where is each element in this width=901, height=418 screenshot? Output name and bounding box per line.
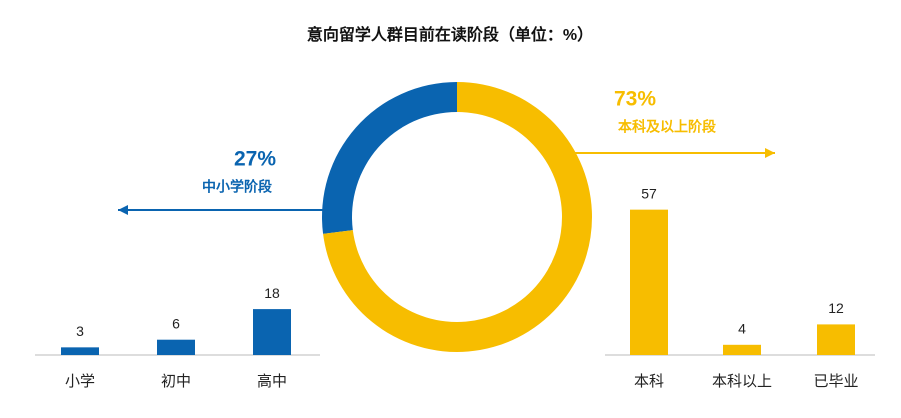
bar [253,309,291,355]
x-tick-label: 已毕业 [813,373,858,390]
value-label: 27% [234,148,276,171]
bar [723,344,761,355]
x-tick-label: 初中 [161,373,191,390]
data-label: 4 [738,321,746,337]
data-label: 12 [828,300,844,316]
bar [157,339,195,355]
bar [630,209,668,355]
data-label: 18 [264,285,280,301]
chart-title: 意向留学人群目前在读阶段（单位：%） [307,25,593,44]
x-tick-label: 小学 [65,373,95,390]
x-tick-label: 高中 [257,373,287,390]
data-label: 6 [172,315,180,331]
bar [61,347,99,355]
x-tick-label: 本科 [634,373,664,390]
category-label: 本科及以上阶段 [618,119,716,135]
bar [817,324,855,355]
donut-slice [322,82,457,234]
x-tick-label: 本科以上 [712,373,772,390]
arrow-head [118,205,128,215]
data-label: 57 [641,185,657,201]
data-label: 3 [76,323,84,339]
value-label: 73% [614,88,656,111]
arrow-head [765,148,775,158]
category-label: 中小学阶段 [202,179,272,195]
